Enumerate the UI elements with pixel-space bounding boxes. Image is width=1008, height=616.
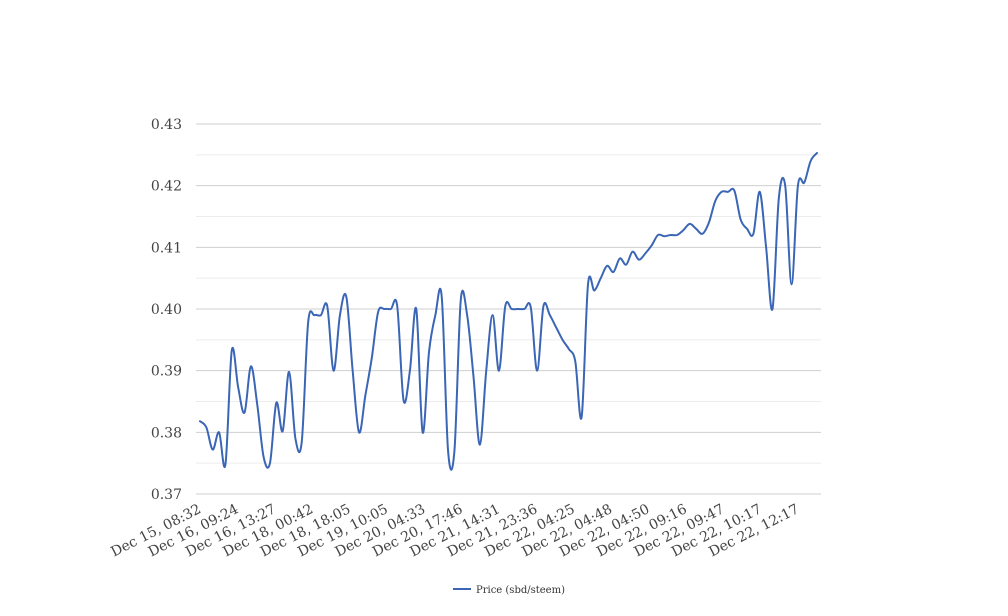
legend: Price (sbd/steem) — [453, 585, 565, 596]
y-tick-label: 0.38 — [151, 425, 182, 441]
y-tick-label: 0.42 — [151, 179, 182, 195]
y-tick-label: 0.40 — [151, 302, 182, 318]
y-tick-label: 0.41 — [151, 240, 182, 256]
y-tick-label: 0.39 — [151, 364, 182, 380]
grid-lines — [196, 123, 821, 495]
series-line-price — [199, 151, 818, 471]
y-axis: 0.37 0.38 0.39 0.40 0.41 0.42 0.43 — [151, 117, 182, 503]
y-tick-label: 0.43 — [151, 117, 182, 133]
y-tick-label: 0.37 — [151, 487, 182, 503]
legend-label: Price (sbd/steem) — [476, 585, 565, 596]
